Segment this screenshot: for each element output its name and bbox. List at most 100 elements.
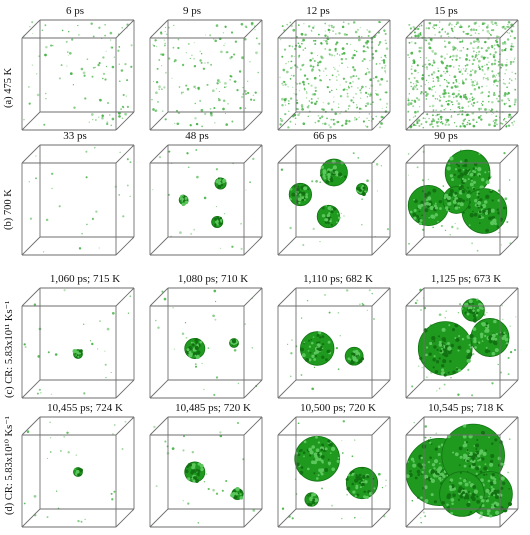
atom-dot (281, 82, 284, 85)
atom-dot (173, 24, 175, 27)
atom-dot (52, 44, 54, 47)
cluster-texture (490, 505, 495, 510)
cluster-texture (474, 167, 477, 170)
cluster-texture (500, 476, 505, 481)
cluster-texture (446, 474, 449, 477)
atom-dot (470, 34, 473, 37)
atom-dot (481, 104, 484, 106)
atom-dot (475, 40, 477, 43)
cluster-texture (352, 470, 355, 473)
atom-dot (491, 101, 494, 104)
atom-dot (512, 45, 515, 48)
atom-dot (182, 449, 185, 452)
cube-edge (499, 379, 519, 399)
atom-dot (342, 77, 346, 80)
atom-dot (465, 58, 468, 61)
atom-dot (410, 68, 413, 71)
atom-dot (467, 105, 470, 107)
atom-dot (458, 89, 460, 92)
cluster-texture (313, 472, 316, 475)
cluster-texture (420, 200, 424, 204)
cluster-texture (322, 174, 326, 178)
cluster-texture (486, 469, 489, 472)
atom-dot (431, 86, 434, 88)
atom-dot (63, 435, 66, 438)
atom-dot (229, 74, 232, 78)
cube-edge (21, 111, 41, 131)
cluster-texture (458, 206, 461, 209)
cluster-texture (481, 322, 484, 326)
atom-dot (420, 24, 423, 27)
atom-dot (416, 110, 419, 113)
atom-dot (45, 92, 47, 95)
atom-dot (456, 227, 459, 230)
atom-dot (23, 502, 26, 505)
cluster-texture (418, 222, 422, 226)
atom-dot (251, 347, 254, 349)
cube-edge (243, 287, 263, 307)
atom-dot (348, 104, 351, 108)
atom-dot (448, 64, 452, 68)
panel-label-c1: 1,060 ps; 715 K (49, 273, 121, 285)
cube-edge (405, 416, 425, 436)
atom-dot (77, 24, 79, 27)
cluster-texture (473, 489, 479, 494)
atom-dot (98, 62, 101, 65)
cluster-texture (466, 349, 471, 354)
atom-dot (429, 38, 432, 41)
atom-dot (68, 54, 70, 56)
cluster-texture (476, 495, 479, 498)
atom-dot (437, 67, 439, 69)
atom-dot (496, 123, 498, 126)
atom-dot (436, 122, 438, 124)
atom-dot (368, 87, 371, 89)
atom-dot (408, 23, 411, 26)
atom-dot (492, 76, 494, 78)
cube-edge (277, 416, 297, 436)
atom-dot (486, 56, 489, 59)
atom-dot (381, 60, 383, 62)
atom-dot (174, 59, 177, 62)
cluster-texture (457, 168, 462, 173)
atom-dot (505, 63, 508, 67)
atom-dot (427, 81, 430, 83)
atom-dot (104, 24, 106, 26)
atom-dot (332, 30, 335, 33)
atom-dot (484, 108, 487, 111)
atom-dot (424, 436, 427, 439)
atom-dot (163, 297, 167, 301)
cluster-texture (477, 459, 480, 462)
cluster-texture (459, 202, 464, 207)
atom-dot (509, 105, 512, 108)
cluster-texture (489, 514, 493, 518)
cluster-texture (410, 457, 415, 461)
atom-dot (171, 447, 175, 450)
atom-dot (383, 29, 386, 32)
cluster-texture (420, 496, 423, 499)
atom-dot (66, 51, 69, 53)
atom-dot (280, 119, 284, 122)
cluster-texture (329, 452, 332, 454)
atom-dot (334, 68, 336, 70)
atom-dot (432, 226, 434, 229)
cluster-texture (362, 478, 365, 481)
atom-dot (345, 80, 348, 83)
atom-dot (493, 84, 495, 86)
cluster-texture (190, 341, 193, 344)
atom-dot (281, 25, 284, 28)
cluster-texture (444, 343, 446, 346)
atom-dot (459, 40, 462, 43)
atom-dot (344, 122, 348, 125)
cluster-texture (311, 354, 315, 358)
atom-dot (507, 356, 510, 360)
cluster-texture (337, 172, 343, 177)
atom-dot (230, 31, 234, 34)
cluster-texture (472, 458, 475, 461)
atom-dot (431, 104, 435, 108)
cluster-texture (439, 479, 442, 482)
atom-dot (306, 77, 309, 81)
atom-dot (439, 121, 442, 124)
atom-dot (320, 41, 323, 45)
cluster-texture (457, 498, 461, 501)
atom-dot (102, 56, 105, 59)
